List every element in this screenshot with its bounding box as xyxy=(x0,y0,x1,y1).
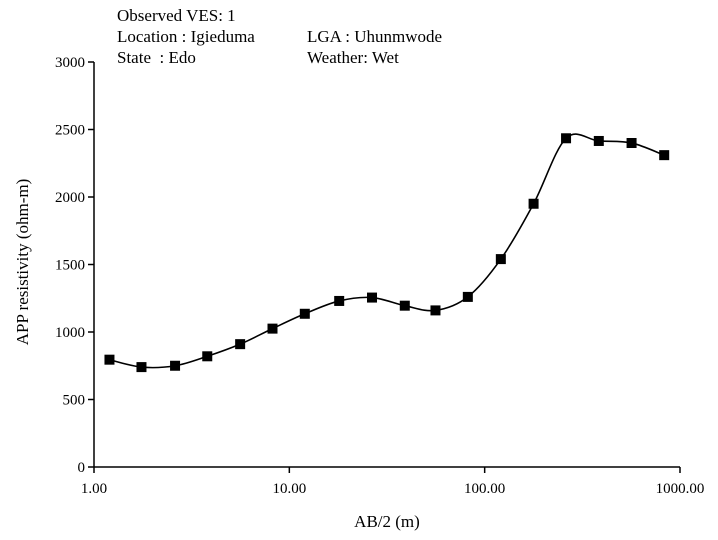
y-axis-title: APP resistivity (ohm-m) xyxy=(13,179,32,346)
y-tick-label: 2000 xyxy=(55,190,85,206)
y-tick-label: 1000 xyxy=(55,325,85,341)
data-point-marker xyxy=(593,135,604,146)
data-point-marker xyxy=(528,198,539,209)
state-label: State : Edo xyxy=(117,48,196,67)
lga-label: LGA : Uhunmwode xyxy=(307,27,443,46)
x-tick-label: 100.00 xyxy=(464,481,505,497)
data-point-marker xyxy=(235,339,246,350)
data-point-marker xyxy=(495,254,506,265)
x-tick-label: 1.00 xyxy=(81,481,107,497)
y-tick-label: 1500 xyxy=(55,258,85,274)
x-tick-label: 1000.00 xyxy=(656,481,705,497)
data-point-marker xyxy=(626,138,637,148)
series-line xyxy=(109,133,665,369)
data-point-marker xyxy=(462,291,473,302)
data-point-marker xyxy=(267,323,278,334)
data-point-marker xyxy=(334,295,345,306)
chart-axes: 0 500 1000 1500 2000 2500 3000 1.00 10.00 100.00 1… xyxy=(55,55,704,497)
data-point-marker xyxy=(367,292,378,303)
y-tick-label: 2500 xyxy=(55,123,85,139)
data-point-marker xyxy=(170,360,181,371)
data-point-marker xyxy=(430,305,441,316)
weather-label: Weather: Wet xyxy=(307,48,399,67)
y-tick-label: 500 xyxy=(63,393,86,409)
y-tick-label: 3000 xyxy=(55,55,85,71)
data-point-marker xyxy=(659,150,670,161)
data-point-marker xyxy=(202,351,213,362)
y-tick-label: 0 xyxy=(78,460,86,476)
x-tick-label: 10.00 xyxy=(272,481,306,497)
location-label: Location : Igieduma xyxy=(117,27,255,46)
data-point-marker xyxy=(299,308,310,319)
data-point-marker xyxy=(104,354,115,365)
data-point-marker xyxy=(136,362,147,373)
observed-ves-label: Observed VES: 1 xyxy=(117,6,236,25)
x-axis-title: AB/2 (m) xyxy=(354,512,420,531)
chart-series xyxy=(104,133,670,373)
data-point-marker xyxy=(399,300,410,311)
data-point-marker xyxy=(561,133,572,144)
